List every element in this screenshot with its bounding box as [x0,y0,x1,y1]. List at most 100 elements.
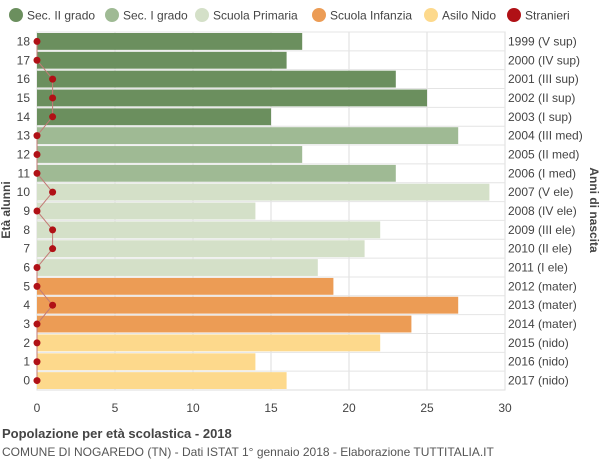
legend-swatch-4 [424,8,438,22]
birth-label-13: 2004 (III med) [508,129,583,143]
legend: Sec. II grado Sec. I grado Scuola Primaria… [9,8,570,23]
stranieri-point-3 [33,320,41,328]
birth-label-14: 2003 (I sup) [508,110,572,124]
stranieri-series [33,37,57,385]
stranieri-point-8 [49,226,57,234]
bar-age-17 [37,51,287,69]
chart-title: Popolazione per età scolastica - 2018 [2,426,232,441]
chart-subtitle: COMUNE DI NOGAREDO (TN) - Dati ISTAT 1° … [2,445,494,459]
legend-swatch-1 [105,8,119,22]
age-label-5: 5 [23,279,30,293]
bars [37,33,490,389]
birth-label-12: 2005 (II med) [508,147,579,161]
y-axis-label-left: Età alunni [0,181,13,238]
stranieri-point-17 [33,56,41,64]
birth-label-4: 2013 (mater) [508,298,577,312]
age-label-13: 13 [17,129,31,143]
x-tick-labels: 0 5 10 15 20 25 30 [34,401,512,415]
age-label-18: 18 [17,34,31,48]
birth-label-2: 2015 (nido) [508,336,569,350]
y-axis-label-right: Anni di nascita [587,167,600,253]
birth-label-5: 2012 (mater) [508,279,577,293]
bar-age-6 [37,259,318,276]
age-label-4: 4 [23,298,30,312]
stranieri-point-18 [33,37,41,45]
bar-age-18 [37,33,303,50]
age-label-16: 16 [17,72,31,86]
legend-swatch-2 [195,8,209,22]
birth-label-3: 2014 (mater) [508,317,577,331]
birth-label-7: 2010 (II ele) [508,242,572,256]
age-label-10: 10 [17,185,31,199]
stranieri-point-0 [33,377,41,385]
bar-age-15 [37,89,427,107]
age-label-6: 6 [23,261,30,275]
birth-label-1: 2016 (nido) [508,355,569,369]
stranieri-point-13 [33,132,41,140]
birth-label-9: 2008 (IV ele) [508,204,577,218]
stranieri-point-2 [33,339,41,347]
stranieri-point-12 [33,150,41,158]
stranieri-point-1 [33,358,41,366]
age-label-9: 9 [23,204,30,218]
birth-label-0: 2017 (nido) [508,374,569,388]
birth-label-6: 2011 (I ele) [508,261,568,275]
bar-age-12 [37,146,303,163]
birth-label-8: 2009 (III ele) [508,223,575,237]
bar-age-2 [37,334,381,352]
age-label-11: 11 [18,166,31,180]
stranieri-point-5 [33,282,41,290]
legend-label-4: Asilo Nido [442,9,496,23]
bar-age-8 [37,221,381,239]
legend-label-1: Sec. I grado [123,9,188,23]
x-tick-label-3: 15 [264,401,278,415]
age-label-3: 3 [23,317,30,331]
bar-age-14 [37,108,271,126]
bar-age-5 [37,277,334,295]
birth-label-10: 2007 (V ele) [508,185,573,199]
legend-label-3: Scuola Infanzia [330,9,412,23]
x-tick-label-4: 20 [342,401,356,415]
stranieri-point-7 [49,245,57,253]
age-label-15: 15 [17,91,31,105]
x-tick-label-6: 30 [498,401,512,415]
x-tick-label-1: 5 [112,401,119,415]
age-label-7: 7 [23,242,30,256]
bar-age-7 [37,240,365,258]
birth-label-17: 2000 (IV sup) [508,53,580,67]
age-label-12: 12 [17,147,31,161]
bar-age-11 [37,164,396,182]
legend-swatch-3 [312,8,326,22]
legend-swatch-5 [507,8,521,22]
stranieri-point-10 [49,188,57,196]
stranieri-point-4 [49,301,57,309]
legend-label-5: Stranieri [525,9,570,23]
bar-age-10 [37,183,490,201]
age-label-8: 8 [23,223,30,237]
bar-age-13 [37,127,459,145]
birth-label-16: 2001 (III sup) [508,72,579,86]
age-label-14: 14 [17,110,31,124]
bar-age-4 [37,296,459,314]
stranieri-point-11 [33,169,41,177]
stranieri-point-15 [49,94,57,102]
legend-swatch-0 [9,8,23,22]
legend-label-0: Sec. II grado [27,9,95,23]
bar-age-0 [37,372,287,389]
age-label-17: 17 [17,53,31,67]
x-tick-label-5: 25 [420,401,434,415]
birth-label-11: 2006 (I med) [508,166,576,180]
stranieri-point-14 [49,113,57,121]
stranieri-point-16 [49,75,57,83]
x-tick-label-0: 0 [34,401,41,415]
age-label-1: 1 [23,355,30,369]
birth-label-15: 2002 (II sup) [508,91,575,105]
age-label-2: 2 [23,336,30,350]
age-label-0: 0 [23,374,30,388]
bar-age-3 [37,315,412,333]
bar-age-9 [37,202,256,220]
bar-age-1 [37,353,256,371]
birth-label-18: 1999 (V sup) [508,34,577,48]
bar-age-16 [37,70,396,88]
